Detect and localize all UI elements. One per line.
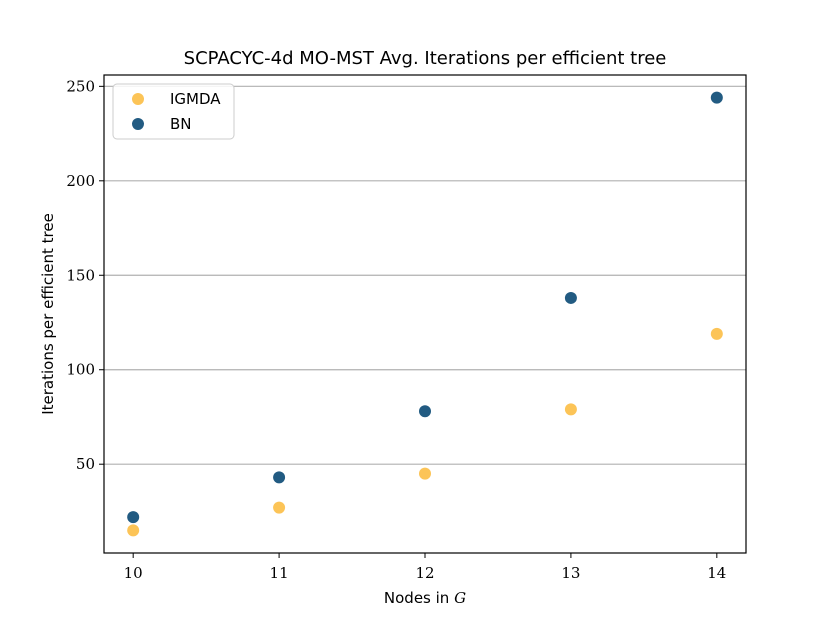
- y-tick-label: 50: [76, 455, 95, 473]
- y-axis-label: Iterations per efficient tree: [39, 213, 57, 415]
- point-bn: [419, 405, 431, 418]
- y-tick-label: 150: [66, 266, 95, 284]
- y-tick-label: 250: [66, 77, 95, 95]
- legend-label-igmda: IGMDA: [170, 90, 221, 108]
- y-tick-label: 100: [66, 361, 95, 379]
- x-axis-ticks: 10 11 12 13 14: [124, 553, 726, 582]
- x-axis-label-text: Nodes in: [384, 589, 449, 607]
- y-tick-label: 200: [66, 172, 95, 190]
- point-igmda: [127, 524, 140, 537]
- legend-marker-igmda: [132, 93, 144, 105]
- point-igmda: [419, 467, 431, 480]
- point-bn: [127, 511, 140, 524]
- x-tick-label: 12: [415, 564, 434, 582]
- point-igmda: [273, 501, 286, 514]
- legend: IGMDA BN: [112, 83, 235, 140]
- point-bn: [273, 471, 286, 484]
- point-igmda: [564, 403, 577, 416]
- legend-marker-bn: [132, 118, 144, 130]
- legend-label-bn: BN: [170, 115, 192, 133]
- data-points: [127, 91, 723, 537]
- x-tick-label: 13: [561, 564, 580, 582]
- x-tick-label: 14: [707, 564, 726, 582]
- point-bn: [710, 91, 723, 104]
- x-axis-label: Nodes in G: [384, 589, 466, 607]
- x-tick-label: 10: [124, 564, 143, 582]
- plot-frame: [103, 74, 747, 554]
- point-bn: [564, 291, 577, 304]
- x-tick-label: 11: [270, 564, 289, 582]
- point-igmda: [710, 327, 723, 340]
- y-axis-ticks: 50 100 150 200 250: [66, 77, 104, 473]
- x-axis-label-variable: G: [454, 589, 466, 607]
- chart-title: SCPACYC-4d MO-MST Avg. Iterations per ef…: [184, 48, 667, 69]
